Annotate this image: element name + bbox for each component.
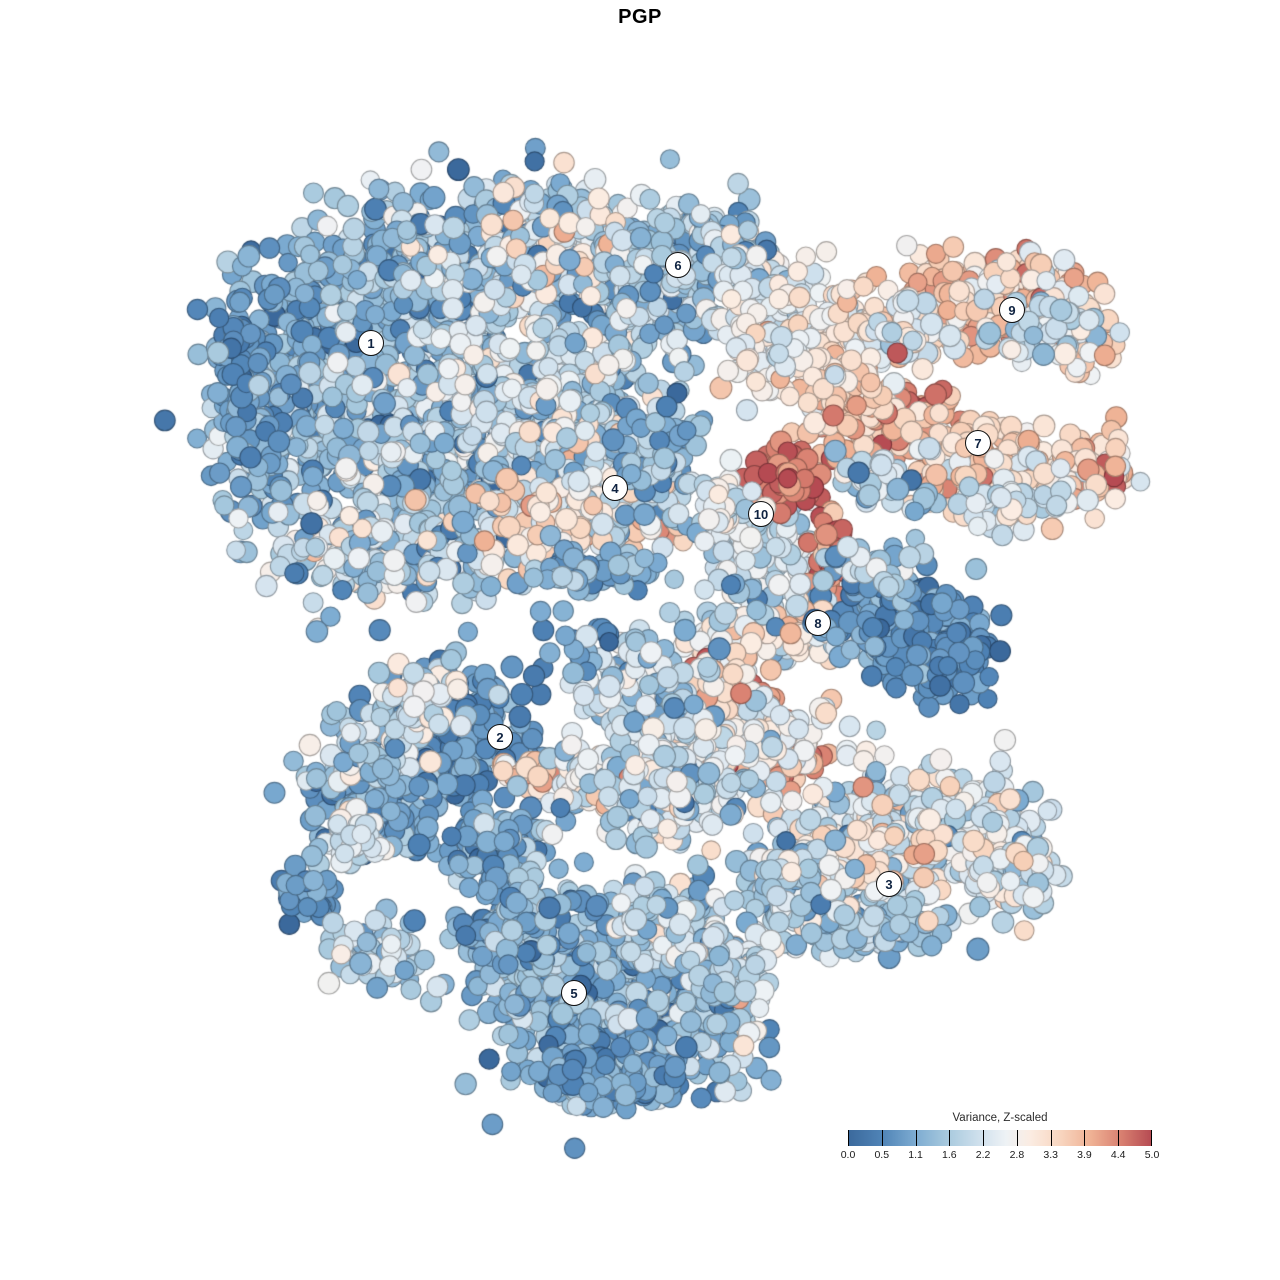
colorbar-tick xyxy=(1084,1130,1086,1146)
colorbar-tick xyxy=(848,1130,849,1146)
colorbar-tick xyxy=(915,1130,917,1146)
colorbar-tick-label: 0.5 xyxy=(874,1149,890,1161)
colorbar-tick-label: 1.6 xyxy=(942,1149,957,1161)
cluster-badge-10: 10 xyxy=(748,501,774,527)
colorbar-legend: Variance, Z-scaled 0.0 0.5 1.1 1.6 2.2 2.8 3.3… xyxy=(841,1112,1160,1163)
colorbar-tick xyxy=(1016,1130,1018,1146)
colorbar-tick xyxy=(983,1130,985,1146)
colorbar-tick xyxy=(1118,1130,1120,1146)
cluster-badge-2: 2 xyxy=(487,724,513,750)
colorbar-tick-label: 5.0 xyxy=(1144,1149,1160,1161)
cluster-badge-9: 9 xyxy=(999,297,1025,323)
cluster-badge-7: 7 xyxy=(965,430,991,456)
colorbar-tick-labels: 0.0 0.5 1.1 1.6 2.2 2.8 3.3 3.9 4.4 5.0 xyxy=(841,1149,1160,1163)
colorbar-tick-label: 0.0 xyxy=(840,1149,856,1161)
colorbar-tick-label: 3.3 xyxy=(1043,1149,1058,1161)
colorbar-gradient xyxy=(848,1130,1152,1146)
colorbar-title: Variance, Z-scaled xyxy=(952,1112,1048,1124)
colorbar-tick xyxy=(1151,1130,1152,1146)
cluster-badge-4: 4 xyxy=(602,475,628,501)
cluster-badge-5: 5 xyxy=(561,980,587,1006)
colorbar-tick xyxy=(949,1130,951,1146)
colorbar-tick-label: 2.8 xyxy=(1009,1149,1025,1161)
colorbar-tick-label: 2.2 xyxy=(975,1149,991,1161)
colorbar-tick-label: 1.1 xyxy=(908,1149,923,1161)
colorbar-tick xyxy=(881,1130,883,1146)
colorbar-tick-label: 3.9 xyxy=(1077,1149,1092,1161)
cluster-badge-6: 6 xyxy=(665,252,691,278)
colorbar-tick-label: 4.4 xyxy=(1110,1149,1126,1161)
cluster-badge-3: 3 xyxy=(876,871,902,897)
cluster-badge-8: 8 xyxy=(805,610,831,636)
colorbar-tick xyxy=(1050,1130,1052,1146)
cluster-badge-1: 1 xyxy=(358,330,384,356)
